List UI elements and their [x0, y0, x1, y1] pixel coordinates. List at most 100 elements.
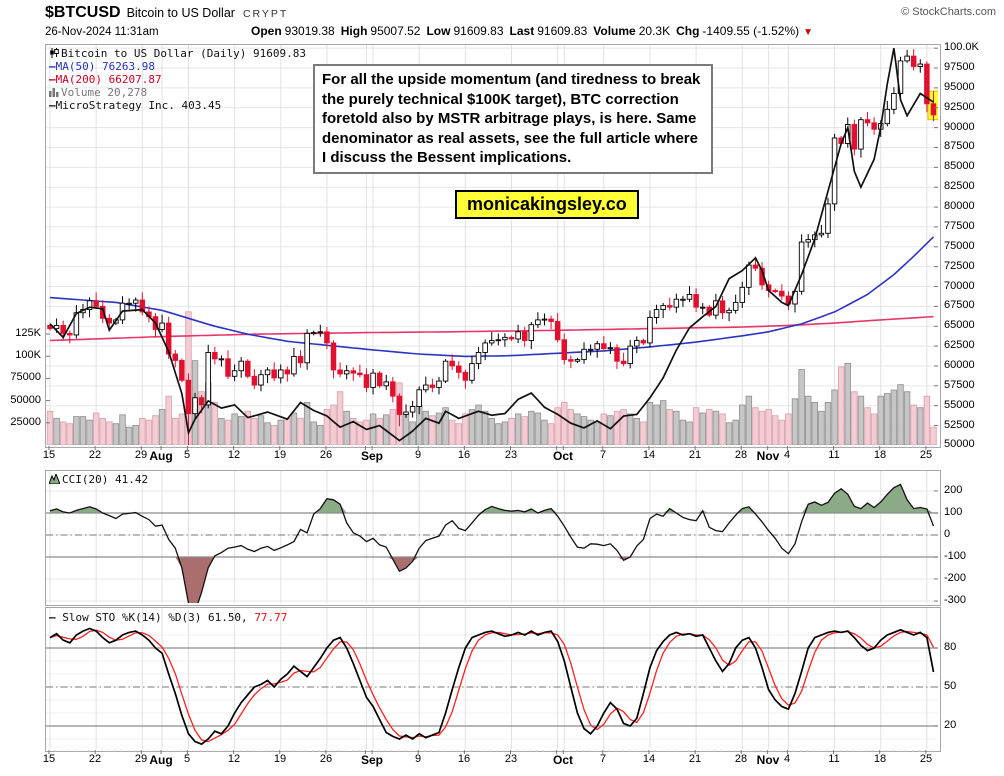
day-ticks [48, 750, 933, 754]
grid-group [46, 45, 938, 445]
sto-legend: — Slow STO %K(14) %D(3) 61.50, 77.77 [49, 611, 287, 624]
price-axis-label: 95000 [944, 81, 975, 93]
date-axis-label: 5 [183, 753, 191, 765]
date-axis-label: 23 [504, 753, 518, 765]
quote-bar: 26-Nov-2024 11:31am Open 93019.38 High 95007… [45, 24, 813, 38]
legend-title-line: Bitcoin to US Dollar (Daily) 91609.83 [49, 47, 306, 60]
date-axis-label: 7 [599, 449, 607, 461]
sto-axis-label: 50 [944, 680, 957, 692]
ma200-line-swatch: — [49, 73, 56, 86]
price-axis-label: 70000 [944, 280, 975, 292]
price-axis-label: 97500 [944, 61, 975, 73]
price-axis-label: 90000 [944, 121, 975, 133]
date-axis-label: 21 [688, 449, 702, 461]
ma200-line [49, 315, 934, 342]
date-axis-label: 22 [88, 753, 102, 765]
date-axis-label: 7 [599, 753, 607, 765]
price-axis-label: 60000 [944, 359, 975, 371]
date-axis-label: 14 [642, 753, 656, 765]
mstr-label: MicroStrategy Inc. 403.45 [55, 99, 222, 112]
date-axis-label: 14 [642, 449, 656, 461]
date-axis-label: 22 [88, 449, 102, 461]
date-axis-label: 25 [919, 449, 933, 461]
main-chart-svg [46, 45, 938, 445]
volume-label: Volume 20,278 [61, 86, 148, 99]
date-axis-label: 28 [734, 449, 748, 461]
date-axis-label: Sep [360, 753, 384, 767]
price-axis-label: 72500 [944, 260, 975, 272]
date-axis-label: 4 [783, 449, 791, 461]
mstr-overlay-line [49, 48, 934, 442]
price-axis-label: 62500 [944, 339, 975, 351]
symbol: $BTCUSD [45, 4, 121, 21]
price-axis-label: 77500 [944, 220, 975, 232]
price-axis-label: 57500 [944, 379, 975, 391]
sto-axis-label: 80 [944, 641, 957, 653]
chg-dropdown-arrow[interactable]: ▼ [803, 27, 814, 38]
date-axis-label: Oct [552, 753, 574, 767]
price-axis-label: 67500 [944, 299, 975, 311]
date-axis-label: 5 [183, 449, 191, 461]
date-axis-label: 29 [134, 753, 148, 765]
symbol-name: Bitcoin to US Dollar [126, 6, 235, 20]
cci-line [49, 483, 935, 603]
cci-area-icon [49, 474, 60, 484]
price-axis-label: 85000 [944, 160, 975, 172]
date-axis-label: 21 [688, 753, 702, 765]
day-ticks [48, 446, 933, 450]
date-axis-label: 25 [919, 753, 933, 765]
quote-value: 20.3K [638, 24, 671, 38]
volume-bars-icon [49, 88, 59, 97]
legend-title: Bitcoin to US Dollar (Daily) 91609.83 [61, 47, 307, 60]
candlestick-icon [49, 48, 59, 58]
cci-axis-label: 200 [944, 484, 963, 496]
price-axis-label: 80000 [944, 200, 975, 212]
date-axis-label: 15 [42, 449, 56, 461]
day-ticks-bottom [45, 750, 939, 754]
stockcharts-copyright: © StockCharts.com [901, 6, 996, 18]
price-axis-label: 87500 [944, 140, 975, 152]
date-axis-label: 18 [873, 753, 887, 765]
mstr-line-swatch: — [49, 99, 56, 112]
date-axis-label: 15 [42, 753, 56, 765]
date-axis-label: 19 [273, 753, 287, 765]
cci-overbought-fill [50, 484, 934, 513]
price-axis-label: 92500 [944, 101, 975, 113]
date-axis-label: 23 [504, 449, 518, 461]
legend-overlay: —MicroStrategy Inc. 403.45 [49, 99, 306, 112]
cci-axis-label: -200 [944, 572, 967, 584]
volume-axis-label: 25000 [10, 416, 41, 428]
cci-axis-label: 0 [944, 528, 951, 540]
candles-group [47, 49, 937, 445]
date-axis-label: Aug [149, 753, 173, 767]
date-axis-label: 29 [134, 449, 148, 461]
price-axis-label: 52500 [944, 419, 975, 431]
quote-label: Open [251, 24, 282, 38]
quote-value: 93019.38 [284, 24, 335, 38]
quote-datetime: 26-Nov-2024 11:31am [45, 26, 159, 38]
ma50-line-swatch: — [49, 60, 56, 73]
date-axis-label: 26 [319, 753, 333, 765]
date-axis-label: Oct [552, 449, 574, 463]
date-axis-label: Sep [360, 449, 384, 463]
volume-axis-label: 125K [15, 327, 41, 339]
date-axis-label: 12 [227, 449, 241, 461]
price-axis-label: 65000 [944, 319, 975, 331]
date-axis-label: 4 [783, 753, 791, 765]
watermark-badge: monicakingsley.co [455, 190, 639, 219]
sto-panel [45, 607, 941, 752]
sto-k-line [49, 627, 935, 746]
date-axis-label: 12 [227, 753, 241, 765]
volume-axis-label: 100K [15, 349, 41, 361]
date-axis-label: 19 [273, 449, 287, 461]
price-axis-label: 82500 [944, 180, 975, 192]
date-axis-label: Nov [756, 449, 780, 463]
volume-axis-label: 75000 [10, 371, 41, 383]
date-axis-label: 9 [414, 753, 422, 765]
sto-chart-svg [46, 608, 938, 749]
legend-volume: Volume 20,278 [49, 86, 306, 99]
volume-axis-label: 50000 [10, 394, 41, 406]
quote-label: High [340, 24, 368, 38]
cci-panel [45, 470, 941, 606]
exchange-tag: CRYPT [242, 8, 289, 20]
